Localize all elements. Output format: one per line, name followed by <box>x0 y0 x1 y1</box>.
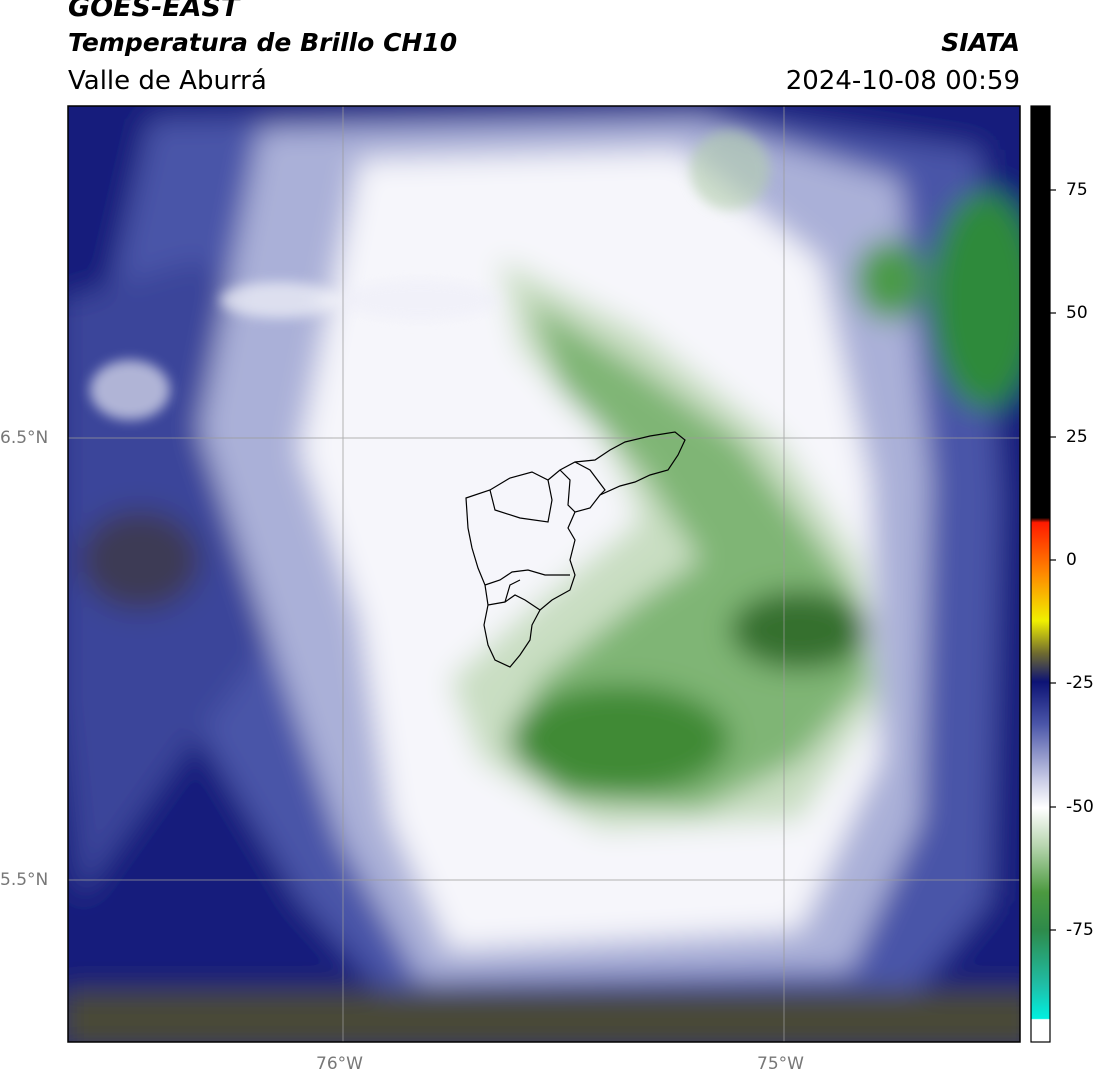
colorbar-frame <box>1030 105 1051 1043</box>
lat-label-5-5n: 5.5°N <box>0 870 49 890</box>
colorbar-tick-75: 75 <box>1066 180 1088 200</box>
product-title: Temperatura de Brillo CH10 <box>68 28 458 57</box>
colorbar <box>1031 106 1050 1042</box>
colorbar-tick-50: 50 <box>1066 303 1088 323</box>
colorbar-tick-minus25: -25 <box>1066 673 1094 693</box>
colorbar-ticks <box>1050 189 1056 931</box>
colorbar-tick-25: 25 <box>1066 427 1088 447</box>
lat-label-6-5n: 6.5°N <box>0 428 49 448</box>
datetime-label: 2024-10-08 00:59 <box>785 66 1020 96</box>
colorbar-tick-0: 0 <box>1066 550 1077 570</box>
map-frame <box>67 105 1021 1043</box>
lon-label-76w: 76°W <box>316 1054 363 1074</box>
colorbar-tick-minus50: -50 <box>1066 797 1094 817</box>
map-gridlines <box>68 106 1020 1042</box>
municipal-boundaries <box>465 431 686 668</box>
lon-label-75w: 75°W <box>757 1054 804 1074</box>
region-label: Valle de Aburrá <box>68 66 267 96</box>
colorbar-tick-minus75: -75 <box>1066 920 1094 940</box>
satellite-title: GOES-EAST <box>68 0 240 23</box>
brightness-temperature-field <box>68 106 1020 1042</box>
agency-label: SIATA <box>941 28 1020 57</box>
